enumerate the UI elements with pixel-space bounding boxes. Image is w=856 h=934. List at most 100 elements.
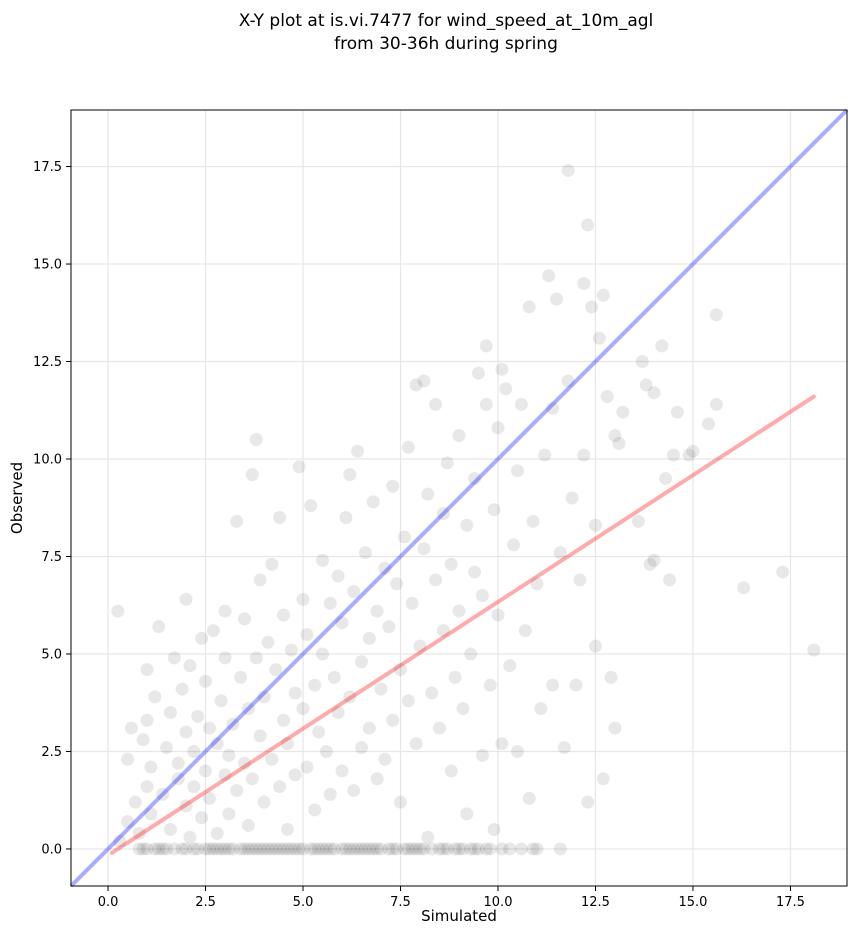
scatter-point [343, 468, 357, 482]
scatter-point [288, 842, 302, 856]
scatter-point [111, 604, 125, 618]
scatter-point [308, 842, 322, 856]
scatter-point [277, 842, 291, 856]
scatter-point [335, 842, 349, 856]
scatter-point [347, 842, 361, 856]
scatter-point [343, 842, 357, 856]
scatter-point [417, 842, 431, 856]
scatter-point [440, 842, 454, 856]
scatter-point [144, 807, 158, 821]
y-tick-label: 12.5 [33, 355, 62, 370]
scatter-point [448, 842, 462, 856]
scatter-point [573, 573, 587, 587]
scatter-point [230, 783, 244, 797]
scatter-point [444, 557, 458, 571]
scatter-point [300, 760, 314, 774]
scatter-point [409, 842, 423, 856]
scatter-point [210, 842, 224, 856]
scatter-point [448, 670, 462, 684]
scatter-point [401, 440, 415, 454]
scatter-point [238, 612, 252, 626]
scatter-points [111, 163, 821, 856]
scatter-point [121, 752, 135, 766]
scatter-point [163, 822, 177, 836]
scatter-point [429, 573, 443, 587]
scatter-point [323, 842, 337, 856]
identity-line [69, 108, 849, 888]
scatter-point [284, 643, 298, 657]
scatter-point [507, 538, 521, 552]
scatter-point [171, 772, 185, 786]
x-tick-label: 7.5 [390, 895, 411, 910]
scatter-point [577, 448, 591, 462]
scatter-point [144, 760, 158, 774]
scatter-point [709, 308, 723, 322]
scatter-point [300, 627, 314, 641]
scatter-point [709, 397, 723, 411]
scatter-point [421, 487, 435, 501]
x-axis-label: Simulated [421, 907, 497, 925]
scatter-point [374, 682, 388, 696]
scatter-point [491, 608, 505, 622]
scatter-point [479, 842, 493, 856]
scatter-point [335, 764, 349, 778]
scatter-point [327, 670, 341, 684]
scatter-point [425, 686, 439, 700]
scatter-point [553, 546, 567, 560]
scatter-point [273, 842, 287, 856]
scatter-point [226, 842, 240, 856]
scatter-point [148, 690, 162, 704]
scatter-point [569, 678, 583, 692]
scatter-point [647, 386, 661, 400]
scatter-point [425, 842, 439, 856]
scatter-point [475, 748, 489, 762]
scatter-point [386, 713, 400, 727]
scatter-point [530, 842, 544, 856]
scatter-point [503, 842, 517, 856]
scatter-point [577, 277, 591, 291]
regression-fit-line [109, 394, 816, 855]
scatter-point [546, 401, 560, 415]
scatter-point [468, 565, 482, 579]
scatter-point [319, 842, 333, 856]
scatter-point [471, 842, 485, 856]
scatter-point [195, 811, 209, 825]
scatter-point [269, 842, 283, 856]
scatter-point [413, 639, 427, 653]
scatter-point [702, 417, 716, 431]
scatter-point [522, 300, 536, 314]
scatter-point [495, 737, 509, 751]
scatter-point [596, 772, 610, 786]
scatter-point [409, 737, 423, 751]
chart-subtitle: from 30-36h during spring [334, 34, 558, 54]
scatter-point [238, 756, 252, 770]
scatter-point [436, 842, 450, 856]
scatter-point [218, 604, 232, 618]
scatter-point [245, 468, 259, 482]
scatter-point [588, 518, 602, 532]
scatter-point [319, 744, 333, 758]
scatter-point [452, 604, 466, 618]
scatter-point [499, 382, 513, 396]
scatter-point [370, 842, 384, 856]
scatter-point [538, 448, 552, 462]
scatter-point [191, 842, 205, 856]
scatter-point [156, 787, 170, 801]
scatter-point [581, 795, 595, 809]
scatter-point [245, 772, 259, 786]
scatter-point [316, 842, 330, 856]
scatter-point [148, 842, 162, 856]
scatter-point [277, 608, 291, 622]
scatter-point [261, 635, 275, 649]
scatter-point [608, 429, 622, 443]
scatter-point [331, 569, 345, 583]
scatter-point [210, 826, 224, 840]
scatter-point [487, 503, 501, 517]
scatter-point [616, 405, 630, 419]
scatter-point [433, 842, 447, 856]
scatter-point [316, 647, 330, 661]
scatter-point [370, 772, 384, 786]
y-tick-label: 0.0 [41, 842, 62, 857]
